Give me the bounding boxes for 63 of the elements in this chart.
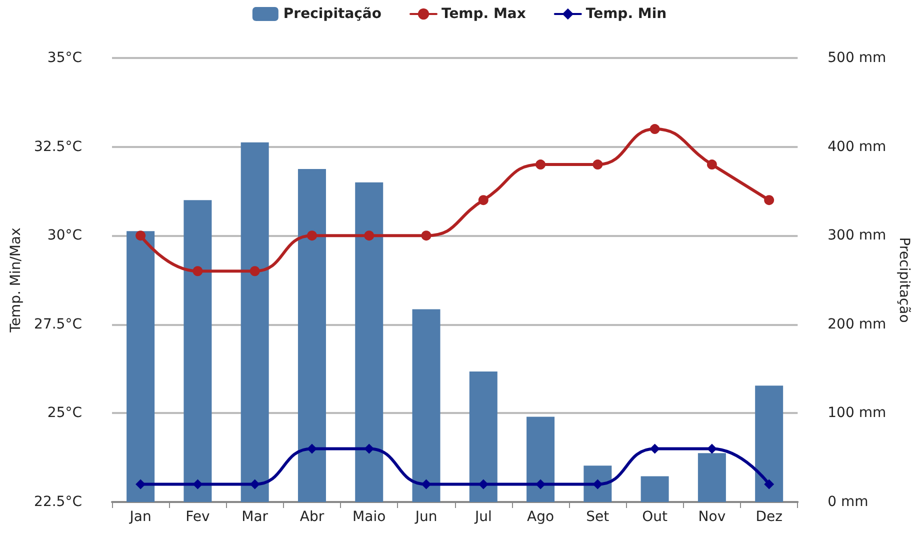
y2-axis-title: Precipitação (896, 237, 912, 323)
legend-label: Temp. Max (442, 6, 526, 22)
point (650, 444, 660, 454)
bar (755, 386, 784, 502)
x-tick-label: Dez (756, 509, 782, 525)
y-tick-label: 27.5°C (34, 316, 82, 332)
point (650, 124, 660, 134)
point (306, 230, 317, 241)
bar (412, 309, 440, 502)
x-tick-label: Out (642, 509, 668, 525)
bar (355, 182, 384, 502)
point (192, 266, 203, 276)
x-tick-label: Jul (474, 509, 492, 525)
point (478, 479, 488, 490)
point (421, 230, 432, 241)
bar (640, 476, 669, 502)
x-tick-label: Nov (698, 509, 726, 525)
y2-tick-label: 500 mm (828, 50, 886, 66)
x-tick-label: Maio (352, 509, 386, 525)
y-tick-label: 32.5°C (34, 138, 82, 155)
y2-tick-label: 400 mm (828, 138, 886, 155)
y2-tick-label: 200 mm (828, 316, 886, 332)
point (764, 195, 774, 206)
y-tick-label: 30°C (47, 228, 82, 244)
bar (240, 142, 269, 502)
point (250, 266, 260, 276)
y-tick-label: 25°C (47, 405, 82, 422)
legend-label: Precipitação (283, 6, 382, 22)
bar (698, 453, 726, 502)
point (250, 479, 260, 490)
bar (298, 169, 326, 502)
point (592, 160, 603, 170)
x-tick-label: Jun (414, 509, 438, 525)
point (136, 230, 146, 241)
x-tick-label: Fev (186, 509, 210, 525)
point (364, 230, 374, 241)
y2-tick-label: 100 mm (828, 405, 886, 422)
point (764, 479, 774, 490)
x-tick-label: Jan (128, 509, 152, 525)
bar (184, 200, 212, 502)
point (136, 479, 146, 490)
bar (469, 371, 498, 502)
point (478, 195, 488, 206)
x-tick-label: Abr (300, 509, 324, 525)
point (706, 160, 717, 170)
y2-tick-label: 0 mm (828, 494, 868, 510)
x-tick-label: Mar (242, 509, 268, 525)
y-axis-title: Temp. Min/Max (8, 228, 24, 334)
bar (126, 231, 155, 502)
point (306, 444, 317, 454)
bar (526, 416, 555, 502)
x-tick-label: Ago (527, 509, 554, 525)
legend-label: Temp. Min (586, 6, 667, 22)
y-tick-label: 22.5°C (34, 494, 82, 510)
point (536, 160, 546, 170)
point (364, 444, 374, 454)
point (706, 444, 717, 454)
point (421, 479, 432, 490)
x-tick-label: Set (586, 509, 610, 525)
y-tick-label: 35°C (47, 50, 82, 66)
y2-tick-label: 300 mm (828, 228, 886, 244)
point (536, 479, 546, 490)
point (192, 479, 203, 490)
